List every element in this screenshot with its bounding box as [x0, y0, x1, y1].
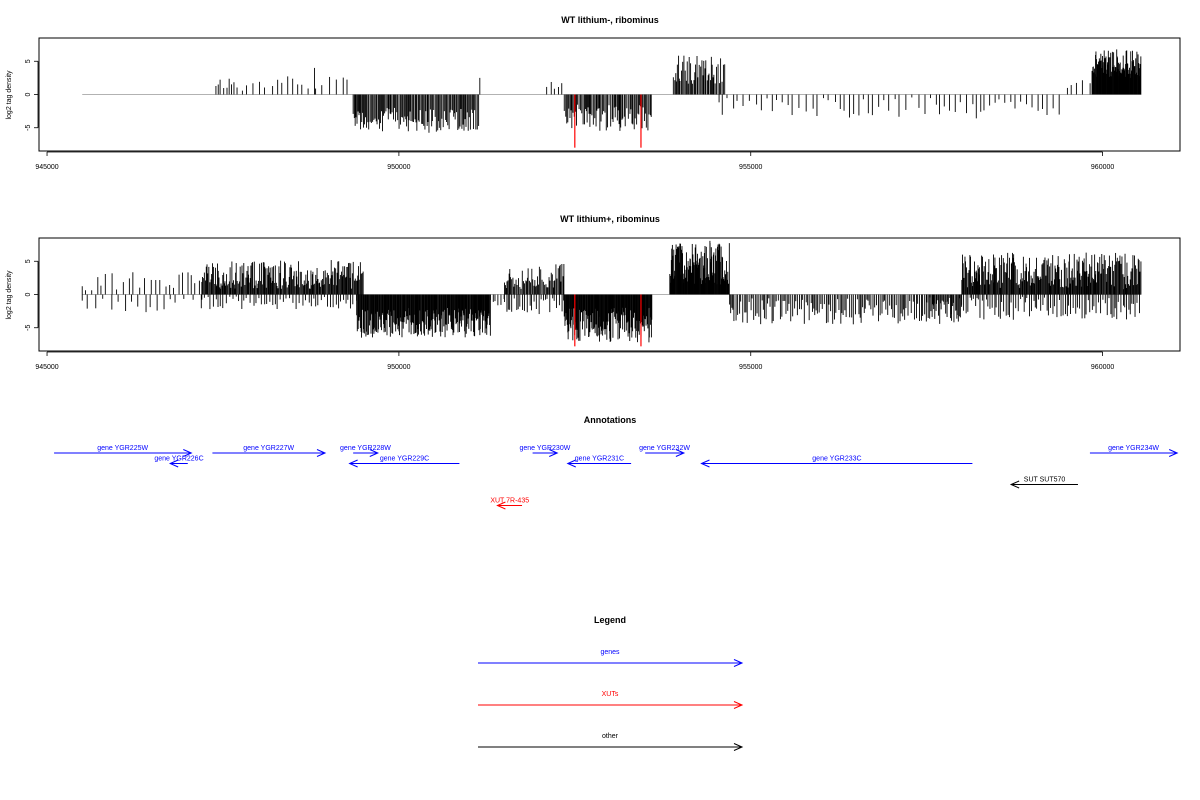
legend-entry: genes [478, 649, 744, 667]
feature-arrowhead [1009, 480, 1020, 489]
y-axis: -5 0 5 [25, 59, 39, 131]
density-bars [82, 49, 1142, 148]
feature-arrowhead [566, 459, 576, 468]
feature-arrowhead [183, 449, 193, 457]
legend-arrowhead [733, 701, 744, 709]
annotation-feature: SUT SUT570 [1009, 477, 1078, 489]
feature-label: gene YGR233C [812, 456, 861, 463]
x-tick-label: 945000 [35, 164, 58, 171]
feature-label: SUT SUT570 [1024, 477, 1066, 484]
feature-label: gene YGR229C [380, 456, 429, 463]
feature-arrowhead [675, 449, 686, 457]
y-tick-label: 0 [25, 92, 32, 96]
feature-label: gene YGR232W [639, 445, 690, 452]
annotation-features: gene YGR225W gene YGR226C gene YGR227W gene… [54, 445, 1179, 510]
x-tick-label: 945000 [35, 364, 58, 371]
feature-label: gene YGR231C [575, 456, 624, 463]
feature-label: gene YGR230W [519, 445, 570, 452]
annotation-feature: gene YGR230W [519, 445, 571, 457]
feature-label: XUT 7R-435 [490, 498, 529, 505]
legend-arrowhead [733, 659, 744, 667]
x-tick-label: 955000 [739, 164, 762, 171]
density-bars [81, 240, 1142, 347]
plot-frame [38, 37, 1181, 152]
feature-arrowhead [369, 449, 380, 457]
plot-frame [38, 237, 1181, 352]
legend-arrowhead [733, 743, 744, 751]
y-tick-label: -5 [25, 125, 32, 131]
x-tick-label: 960000 [1091, 164, 1114, 171]
x-tick-label: 955000 [739, 364, 762, 371]
track-title: WT lithium+, ribominus [560, 214, 660, 224]
annotation-feature: gene YGR225W [54, 445, 193, 457]
y-tick-label: -5 [25, 325, 32, 331]
feature-arrowhead [496, 501, 506, 510]
legend-label: other [602, 733, 619, 740]
x-tick-label: 950000 [387, 164, 410, 171]
annotation-feature: gene YGR227W [212, 445, 327, 457]
x-tick-label: 960000 [1091, 364, 1114, 371]
y-tick-label: 0 [25, 292, 32, 296]
feature-label: gene YGR234W [1108, 445, 1159, 452]
track-panel-lithium-minus: WT lithium-, ribominus log2 tag density … [6, 15, 1181, 171]
annotation-feature: gene YGR228W [340, 445, 391, 457]
legend-entry: other [478, 733, 744, 751]
x-tick-label: 950000 [387, 364, 410, 371]
feature-arrowhead [168, 459, 179, 468]
annotation-feature: gene YGR226C [154, 456, 204, 468]
y-tick-label: 5 [25, 59, 32, 63]
x-axis: 945000 950000 955000 960000 [35, 351, 1114, 371]
legend: Legend genes XUTs other [478, 615, 744, 751]
x-axis: 945000 950000 955000 960000 [35, 151, 1114, 171]
annotations-title: Annotations [584, 415, 637, 425]
y-axis-label: log2 tag density [6, 70, 13, 120]
legend-label: XUTs [602, 691, 619, 698]
feature-label: gene YGR227W [243, 445, 294, 452]
feature-arrowhead [700, 459, 710, 468]
track-title: WT lithium-, ribominus [561, 15, 659, 25]
feature-arrowhead [316, 449, 327, 457]
track-panel-lithium-plus: WT lithium+, ribominus log2 tag density … [6, 214, 1181, 371]
feature-arrowhead [549, 449, 559, 457]
legend-label: genes [600, 649, 620, 656]
feature-arrowhead [348, 459, 358, 468]
legend-entries: genes XUTs other [478, 649, 744, 751]
annotation-feature: gene YGR229C [348, 456, 460, 468]
y-axis-label: log2 tag density [6, 270, 13, 320]
feature-label: gene YGR228W [340, 445, 391, 452]
feature-arrowhead [1168, 449, 1179, 457]
annotation-feature: gene YGR232W [639, 445, 690, 457]
legend-entry: XUTs [478, 691, 744, 709]
annotation-feature: gene YGR233C [700, 456, 973, 468]
feature-label: gene YGR225W [97, 445, 148, 452]
annotation-feature: XUT 7R-435 [490, 498, 529, 510]
legend-title: Legend [594, 615, 626, 625]
annotation-feature: gene YGR234W [1089, 445, 1179, 457]
feature-label: gene YGR226C [154, 456, 203, 463]
annotation-feature: gene YGR231C [566, 456, 632, 468]
y-axis: -5 0 5 [25, 259, 39, 331]
y-tick-label: 5 [25, 259, 32, 263]
